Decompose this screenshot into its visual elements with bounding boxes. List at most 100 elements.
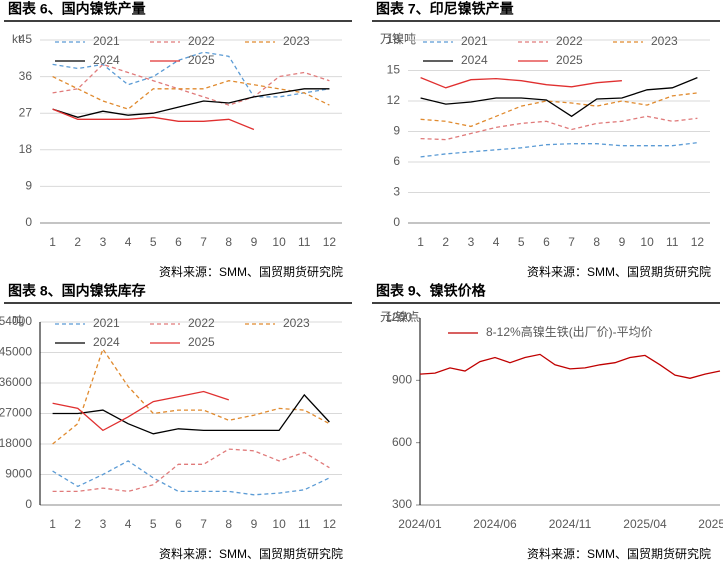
- x-tick-label: 11: [298, 235, 311, 249]
- x-tick-label: 5: [150, 235, 157, 249]
- y-tick-label: 9000: [5, 467, 32, 481]
- legend-label: 2024: [461, 53, 488, 67]
- x-tick-label: 7: [568, 235, 575, 249]
- series-line: [420, 115, 698, 141]
- x-tick-label: 2: [74, 517, 81, 531]
- y-tick-label: 600: [392, 435, 412, 449]
- x-tick-label: 8: [225, 517, 232, 531]
- x-tick-label: 12: [323, 235, 337, 249]
- y-tick-label: 36: [19, 69, 33, 83]
- y-tick-label: 1200: [385, 310, 412, 324]
- y-tick-label: 36000: [0, 375, 32, 389]
- series-line: [420, 76, 622, 89]
- x-tick-label: 2025/04: [623, 517, 667, 531]
- x-tick-label: 8: [225, 235, 232, 249]
- y-tick-label: 45: [19, 32, 33, 46]
- y-tick-label: 54000: [0, 314, 32, 328]
- y-tick-label: 0: [393, 215, 400, 229]
- series-line: [52, 390, 230, 432]
- y-unit: kt: [12, 32, 22, 46]
- legend-label: 2025: [188, 53, 215, 67]
- x-tick-label: 4: [125, 517, 132, 531]
- x-tick-label: 11: [666, 235, 679, 249]
- series-line: [52, 76, 330, 110]
- series-line: [420, 142, 698, 158]
- legend-label: 8-12%高镍生铁(出厂价)-平均价: [486, 324, 653, 339]
- x-tick-label: 6: [175, 517, 182, 531]
- y-unit: 吨: [12, 314, 24, 328]
- chart-panel: 图表 7、印尼镍铁产量资料来源：SMM、国贸期货研究院万镍吨0369121518…: [372, 1, 720, 279]
- y-tick-label: 900: [392, 373, 412, 387]
- series-line: [52, 448, 330, 493]
- x-tick-label: 4: [493, 235, 500, 249]
- legend-label: 2023: [651, 34, 678, 48]
- legend-label: 2024: [93, 335, 120, 349]
- x-tick-label: 3: [468, 235, 475, 249]
- x-tick-label: 7: [200, 235, 207, 249]
- legend-label: 2021: [461, 34, 488, 48]
- y-tick-label: 6: [393, 154, 400, 168]
- legend-label: 2025: [556, 53, 583, 67]
- x-tick-label: 8: [593, 235, 600, 249]
- legend-label: 2023: [283, 34, 310, 48]
- chart-panel: 图表 6、国内镍铁产量资料来源：SMM、国贸期货研究院kt09182736451…: [4, 1, 352, 279]
- y-tick-label: 0: [25, 215, 32, 229]
- source-note: 资料来源：SMM、国贸期货研究院: [159, 264, 343, 279]
- x-tick-label: 10: [272, 235, 286, 249]
- legend-label: 2023: [283, 316, 310, 330]
- x-tick-label: 10: [640, 235, 654, 249]
- x-tick-label: 2024/06: [473, 517, 517, 531]
- x-tick-label: 9: [619, 235, 626, 249]
- y-tick-label: 0: [25, 497, 32, 511]
- legend-label: 2022: [556, 34, 583, 48]
- series-line: [420, 92, 698, 128]
- source-note: 资料来源：SMM、国贸期货研究院: [527, 546, 711, 561]
- y-tick-label: 12: [387, 93, 401, 107]
- series-line: [52, 347, 330, 445]
- x-tick-label: 2: [442, 235, 449, 249]
- series-line: [52, 63, 330, 106]
- series-line: [52, 108, 255, 131]
- x-tick-label: 3: [100, 235, 107, 249]
- x-tick-label: 7: [200, 517, 207, 531]
- x-tick-label: 3: [100, 517, 107, 531]
- y-tick-label: 45000: [0, 345, 32, 359]
- series-line: [52, 88, 330, 118]
- legend-label: 2021: [93, 34, 120, 48]
- legend-label: 2022: [188, 316, 215, 330]
- y-unit: 元/镍点: [380, 310, 419, 324]
- x-tick-label: 9: [251, 517, 258, 531]
- y-tick-label: 27000: [0, 406, 32, 420]
- x-tick-label: 5: [518, 235, 525, 249]
- x-tick-label: 12: [691, 235, 705, 249]
- x-tick-label: 9: [251, 235, 258, 249]
- y-tick-label: 9: [25, 179, 32, 193]
- y-unit: 万镍吨: [380, 32, 416, 46]
- series-line: [420, 76, 698, 118]
- x-tick-label: 12: [323, 517, 337, 531]
- series-line: [52, 460, 330, 496]
- chart-title: 图表 7、印尼镍铁产量: [376, 1, 514, 17]
- chart-title: 图表 6、国内镍铁产量: [8, 1, 146, 17]
- x-tick-label: 2024/01: [398, 517, 442, 531]
- source-note: 资料来源：SMM、国贸期货研究院: [527, 264, 711, 279]
- x-tick-label: 6: [543, 235, 550, 249]
- x-tick-label: 5: [150, 517, 157, 531]
- series-line: [419, 353, 721, 379]
- y-tick-label: 18: [19, 142, 33, 156]
- y-tick-label: 15: [387, 63, 401, 77]
- legend-label: 2022: [188, 34, 215, 48]
- series-line: [52, 51, 330, 98]
- chart-title: 图表 8、国内镍铁库存: [8, 283, 146, 299]
- x-tick-label: 2025/09: [698, 517, 723, 531]
- chart-title: 图表 9、镍铁价格: [376, 283, 487, 299]
- x-tick-label: 1: [417, 235, 424, 249]
- x-tick-label: 1: [49, 517, 56, 531]
- legend-label: 2021: [93, 316, 120, 330]
- series-line: [52, 393, 330, 435]
- x-tick-label: 6: [175, 235, 182, 249]
- x-tick-label: 2: [74, 235, 81, 249]
- chart-panel: 图表 8、国内镍铁库存资料来源：SMM、国贸期货研究院吨090001800027…: [0, 283, 352, 561]
- legend-label: 2024: [93, 53, 120, 67]
